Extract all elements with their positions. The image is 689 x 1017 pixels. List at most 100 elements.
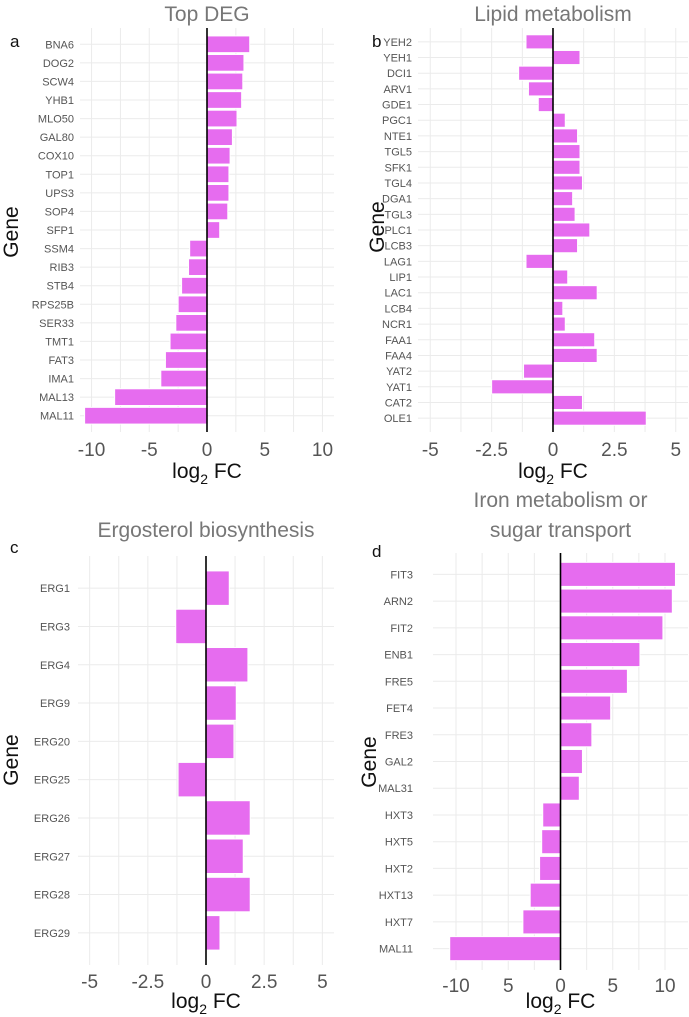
gene-label-erg4: ERG4 [40, 660, 70, 672]
bar-mal31 [560, 775, 580, 801]
x-tick-label: -10 [78, 440, 105, 461]
gene-label-lcb4: LCB4 [384, 303, 412, 315]
gene-label-yeh1: YEH1 [383, 53, 412, 65]
x-tick-label: 5 [259, 440, 270, 461]
gene-label-erg20: ERG20 [34, 736, 70, 748]
bar-fit3 [560, 561, 676, 587]
gene-label-ups3: UPS3 [45, 188, 74, 200]
gene-label-fit2: FIT2 [390, 623, 413, 635]
gene-label-sop4: SOP4 [45, 206, 74, 218]
x-tick-label: 5 [503, 976, 514, 997]
gene-label-mal13: MAL13 [39, 392, 74, 404]
gene-label-arn2: ARN2 [384, 596, 413, 608]
x-tick-label: -2.5 [475, 440, 508, 461]
bar-sfp1 [206, 221, 221, 239]
gene-label-yat1: YAT1 [386, 382, 412, 394]
gene-label-lac1: LAC1 [384, 288, 412, 300]
x-tick-label: 0 [548, 440, 559, 461]
gene-label-enb1: ENB1 [384, 650, 413, 662]
gene-label-sfk1: SFK1 [384, 162, 412, 174]
bar-dga1 [552, 191, 574, 207]
bar-nte1 [552, 128, 579, 144]
panel-c-letter: c [10, 538, 19, 557]
panel-b-title: Lipid metabolism [474, 3, 632, 26]
gene-label-rps25b: RPS25B [32, 299, 74, 311]
bar-ole1 [552, 410, 647, 426]
bar-top1 [206, 165, 230, 184]
bar-ncr1 [552, 316, 566, 332]
gene-label-arv1: ARV1 [383, 84, 412, 96]
gene-label-tmt1: TMT1 [45, 336, 74, 348]
bar-plc1 [552, 222, 591, 238]
bar-cat2 [552, 394, 583, 411]
bar-erg27 [205, 838, 244, 874]
gene-label-lag1: LAG1 [384, 256, 412, 268]
bar-erg4 [205, 647, 249, 683]
gene-label-tgl5: TGL5 [384, 147, 412, 159]
gene-label-lip1: LIP1 [389, 272, 412, 284]
gene-label-mal11: MAL11 [40, 411, 74, 423]
bar-tgl3 [552, 206, 576, 222]
panel-d-title-line-2: sugar transport [490, 519, 631, 542]
bar-mal13 [114, 388, 208, 406]
gene-label-cox10: COX10 [38, 151, 74, 163]
gene-label-erg3: ERG3 [40, 621, 70, 633]
gene-label-hxt5: HXT5 [385, 837, 413, 849]
gene-label-tgl3: TGL3 [384, 209, 412, 221]
x-tick-label: 5 [607, 976, 618, 997]
bar-erg26 [205, 800, 251, 836]
x-tick-label: -10 [442, 976, 469, 997]
panel-a-title: Top DEG [164, 3, 249, 26]
gene-label-yeh2: YEH2 [383, 37, 412, 49]
gene-label-yhb1: YHB1 [45, 95, 74, 107]
bar-yat2 [523, 363, 554, 379]
x-tick-label: 10 [312, 440, 333, 461]
gene-label-erg25: ERG25 [34, 775, 70, 787]
gene-label-cat2: CAT2 [385, 397, 412, 409]
x-tick-label: 0 [555, 976, 566, 997]
panel-b: Lipid metabolism b YEH2 YEH1 DCI1 ARV1 GDE1 PGC… [366, 3, 688, 487]
gene-label-pgc1: PGC1 [382, 115, 412, 127]
panel-c-y-axis-title: Gene [0, 734, 23, 785]
bar-arv1 [527, 81, 554, 97]
bar-cox10 [206, 146, 231, 165]
panel-b-y-axis-title: Gene [366, 201, 389, 252]
bar-lip1 [552, 269, 569, 285]
bar-erg25 [177, 761, 207, 798]
bar-hxt2 [539, 855, 562, 881]
bar-ssm4 [189, 239, 208, 258]
bar-erg3 [175, 608, 207, 645]
panel-c: Ergosterol biosynthesis c ERG1 ERG3 ERG4 ERG9… [0, 519, 334, 1017]
gene-label-erg27: ERG27 [34, 851, 70, 863]
bar-fre5 [560, 668, 628, 694]
gene-label-ser33: SER33 [39, 318, 74, 330]
panel-d-x-axis-title: log2 FC [526, 990, 596, 1017]
panel-d-letter: d [372, 542, 381, 561]
bar-ups3 [206, 184, 230, 202]
x-tick-label: 2.5 [601, 440, 627, 461]
gene-label-hxt3: HXT3 [385, 810, 413, 822]
panel-c-x-axis-title: log2 FC [171, 990, 241, 1017]
gene-label-gal2: GAL2 [385, 757, 413, 769]
bar-fet4 [560, 695, 612, 721]
bar-erg28 [205, 876, 251, 913]
bar-lcb4 [552, 300, 564, 316]
bar-dci1 [518, 65, 554, 81]
gene-label-erg29: ERG29 [34, 928, 70, 940]
bar-faa1 [552, 332, 596, 348]
gene-label-erg1: ERG1 [40, 583, 70, 595]
bar-tgl4 [552, 175, 583, 191]
x-tick-label: 10 [654, 976, 675, 997]
bar-fit2 [560, 615, 664, 641]
bar-yeh2 [525, 34, 554, 50]
gene-label-hxt2: HXT2 [385, 863, 413, 875]
x-tick-label: 5 [317, 972, 328, 993]
bar-rps25b [177, 295, 208, 314]
bar-pgc1 [552, 112, 566, 128]
x-tick-label: -2.5 [131, 972, 164, 993]
gene-label-scw4: SCW4 [42, 76, 74, 88]
gene-label-ssm4: SSM4 [44, 244, 74, 256]
bar-hxt5 [541, 829, 562, 855]
gene-label-sfp1: SFP1 [46, 225, 74, 237]
